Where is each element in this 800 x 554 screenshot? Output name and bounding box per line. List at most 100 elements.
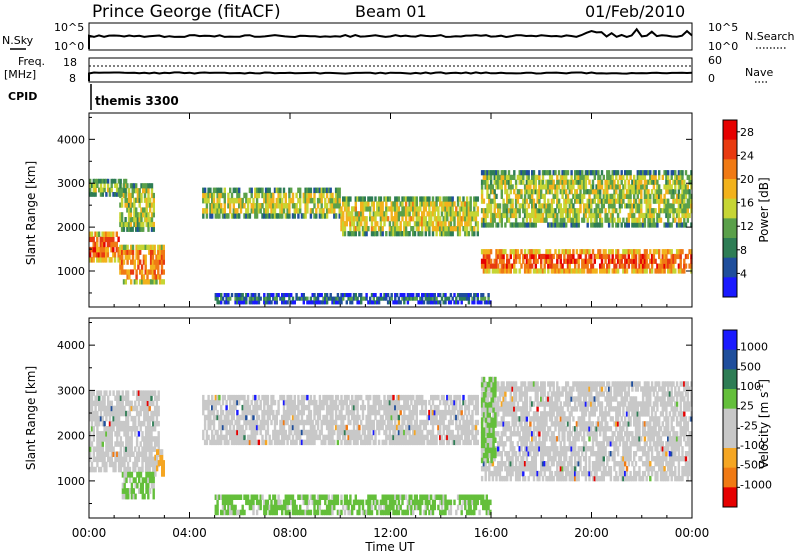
echo-cell <box>568 179 571 185</box>
echo-cell <box>234 187 237 194</box>
echo-cell <box>506 421 509 427</box>
echo-cell <box>110 410 113 417</box>
echo-cell <box>552 179 555 185</box>
echo-cell <box>138 197 141 203</box>
echo-cell <box>329 434 332 441</box>
echo-cell <box>456 293 460 298</box>
echo-cell <box>119 249 122 255</box>
echo-cell <box>593 208 596 214</box>
echo-cell <box>150 446 153 452</box>
echo-cell <box>426 221 429 227</box>
echo-cell <box>504 386 507 392</box>
echo-cell <box>484 170 487 176</box>
echo-cell <box>329 439 332 446</box>
power-colorbar-swatch <box>723 218 737 239</box>
echo-cell <box>119 456 123 463</box>
echo-cell <box>556 193 559 199</box>
echo-cell <box>455 439 458 446</box>
echo-cell <box>252 208 255 214</box>
echo-cell <box>600 198 604 204</box>
echo-cell <box>413 404 417 411</box>
echo-cell <box>140 244 144 250</box>
echo-cell <box>282 300 286 305</box>
echo-cell <box>279 192 282 199</box>
echo-cell <box>640 258 643 264</box>
echo-cell <box>453 399 456 406</box>
echo-cell <box>410 216 413 222</box>
echo-cell <box>234 439 237 446</box>
echo-cell <box>497 470 500 477</box>
echo-cell <box>316 419 320 426</box>
echo-cell <box>516 208 520 214</box>
echo-cell <box>137 466 141 473</box>
echo-cell <box>342 434 345 441</box>
echo-cell <box>347 206 350 212</box>
echo-cell <box>372 296 375 301</box>
echo-cell <box>460 414 463 421</box>
echo-cell <box>134 420 137 427</box>
echo-cell <box>137 259 140 265</box>
echo-cell <box>342 296 345 301</box>
echo-cell <box>473 300 476 305</box>
echo-cell <box>311 293 314 298</box>
echo-cell <box>354 201 357 207</box>
echo-cell <box>563 208 566 214</box>
echo-cell <box>665 249 668 255</box>
echo-cell <box>395 404 399 411</box>
echo-cell <box>547 249 550 255</box>
echo-cell <box>568 203 571 209</box>
echo-cell <box>286 213 289 219</box>
echo-cell <box>625 170 629 176</box>
echo-cell <box>135 217 138 223</box>
echo-cell <box>449 414 453 421</box>
echo-cell <box>484 217 487 223</box>
echo-cell <box>220 429 223 436</box>
echo-cell <box>273 439 277 446</box>
echo-cell <box>649 179 652 185</box>
echo-cell <box>624 258 627 264</box>
echo-cell <box>275 203 278 209</box>
echo-cell <box>162 254 165 260</box>
echo-cell <box>288 203 291 209</box>
echo-cell <box>385 216 388 222</box>
echo-cell <box>98 390 101 396</box>
echo-cell <box>491 217 495 223</box>
echo-cell <box>134 431 137 437</box>
echo-cell <box>286 419 289 426</box>
echo-cell <box>223 187 226 194</box>
echo-cell <box>531 198 534 204</box>
echo-cell <box>203 197 207 204</box>
echo-cell <box>318 404 322 411</box>
echo-cell <box>282 187 286 194</box>
echo-cell <box>627 253 630 260</box>
echo-cell <box>254 394 257 401</box>
echo-cell <box>586 208 589 214</box>
echo-cell <box>638 189 641 195</box>
echo-cell <box>392 216 395 222</box>
echo-cell <box>527 184 530 190</box>
echo-cell <box>493 193 496 199</box>
echo-cell <box>643 268 647 274</box>
echo-cell <box>161 465 164 472</box>
echo-cell <box>478 300 481 305</box>
echo-cell <box>281 213 284 219</box>
echo-cell <box>97 257 101 263</box>
echo-cell <box>413 429 417 436</box>
echo-cell <box>354 419 357 426</box>
echo-cell <box>302 399 305 406</box>
echo-cell <box>122 249 126 255</box>
echo-cell <box>658 184 661 190</box>
echo-cell <box>556 222 559 228</box>
echo-cell <box>532 253 536 260</box>
echo-cell <box>282 439 286 446</box>
echo-cell <box>663 253 666 260</box>
echo-cell <box>665 203 668 209</box>
echo-cell <box>656 249 659 255</box>
echo-cell <box>90 420 94 427</box>
echo-cell <box>149 221 152 228</box>
echo-cell <box>281 296 284 301</box>
echo-cell <box>410 201 413 207</box>
echo-cell <box>99 456 103 463</box>
echo-cell <box>465 231 469 237</box>
echo-cell <box>241 293 244 298</box>
